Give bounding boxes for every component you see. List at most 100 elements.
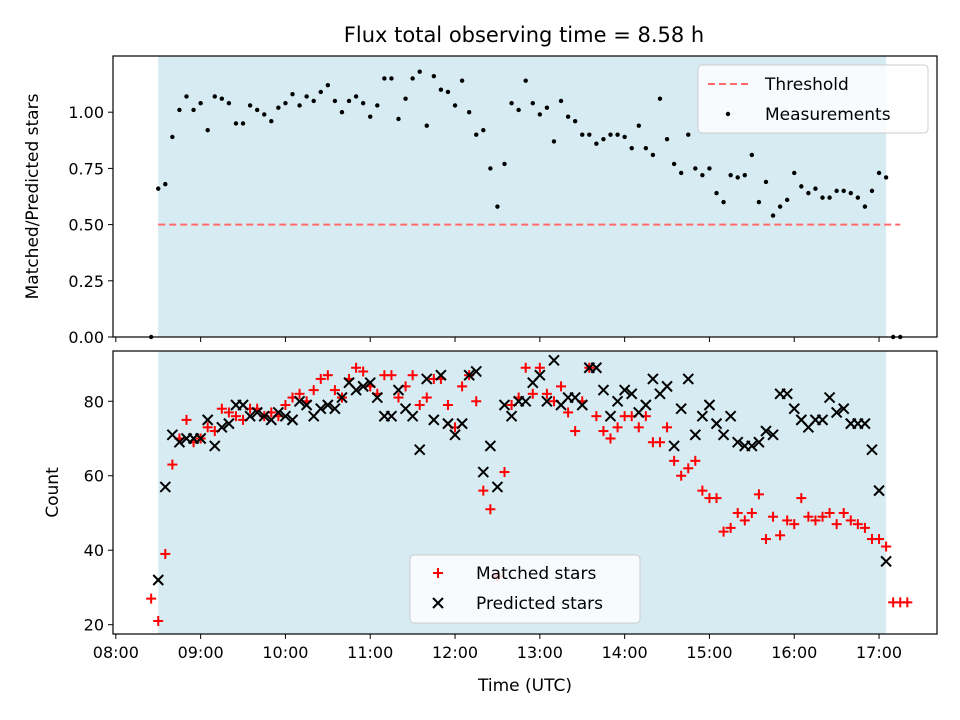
top-y-tick-label: 0.25: [68, 272, 104, 291]
predicted-star-point: [823, 391, 836, 404]
predicted-star-point: [237, 399, 249, 411]
matched-star-point: [690, 455, 701, 466]
measurement-point: [721, 199, 726, 205]
predicted-star-point: [357, 380, 369, 393]
predicted-star-point-b: [604, 410, 617, 422]
predicted-star-point-b: [201, 414, 214, 426]
measurement-point: [622, 134, 627, 140]
measurement-point: [495, 204, 500, 209]
matched-star-point: [852, 519, 863, 530]
predicted-star-point: [838, 403, 850, 415]
predicted-star-point: [534, 369, 546, 381]
predicted-star-point-b: [732, 436, 744, 448]
measurement-point: [572, 118, 578, 124]
predicted-star-point: [541, 395, 553, 407]
predicted-star-point-b: [421, 373, 433, 385]
matched-star-point: [322, 370, 333, 381]
predicted-star-point-b: [611, 395, 624, 407]
matched-star-point: [683, 463, 694, 474]
predicted-star-point: [385, 410, 398, 422]
measurement-point: [452, 103, 458, 108]
measurement-point: [834, 188, 839, 194]
measurement-point: [820, 195, 825, 200]
predicted-star-point-b: [392, 384, 405, 396]
matched-star-point: [527, 388, 538, 399]
matched-star-point: [591, 411, 602, 422]
measurement-point: [615, 132, 620, 137]
measurement-point: [544, 105, 550, 110]
measurement-point: [368, 114, 373, 119]
predicted-star-point-b: [795, 414, 808, 426]
predicted-star-point-b: [286, 414, 299, 426]
predicted-star-point-b: [244, 410, 256, 422]
predicted-star-point: [604, 410, 617, 422]
predicted-star-point-b: [675, 403, 687, 415]
matched-star-point: [570, 426, 581, 437]
measurement-point: [219, 96, 225, 101]
matched-star-point: [146, 593, 157, 604]
predicted-star-point-b: [717, 429, 730, 441]
measurement-point: [410, 76, 415, 81]
measurement-point: [382, 76, 387, 81]
measurement-point: [678, 170, 684, 176]
predicted-star-point: [576, 399, 588, 411]
matched-star-point: [676, 470, 687, 481]
predicted-star-point: [244, 410, 256, 422]
predicted-star-point-b: [435, 369, 447, 381]
measurement-point: [276, 105, 281, 110]
predicted-star-point-b: [838, 403, 850, 415]
measurement-point: [226, 101, 232, 106]
predicted-star-point: [406, 410, 419, 422]
predicted-star-point: [201, 414, 214, 426]
predicted-star-point-b: [696, 410, 709, 422]
legend-predicted-swatch: [432, 597, 444, 609]
measurement-point: [565, 114, 571, 119]
predicted-star-point: [223, 417, 235, 430]
predicted-star-point-b: [682, 373, 694, 385]
top-y-ticks: 0.00 0.25 0.50 0.75 1.00: [68, 103, 113, 347]
top-legend: Threshold Measurements: [697, 64, 929, 134]
predicted-star-point: [640, 399, 652, 411]
predicted-star-point-b: [823, 391, 836, 404]
top-marks: [148, 69, 903, 340]
measurement-point: [671, 161, 677, 167]
predicted-star-point-b: [449, 429, 461, 441]
measurement-point: [509, 101, 514, 106]
predicted-star-point-b: [590, 362, 603, 374]
matched-star-point: [633, 422, 644, 433]
measurement-point: [170, 134, 175, 140]
matched-star-point: [859, 522, 870, 533]
predicted-star-point: [279, 410, 292, 422]
matched-star-point: [216, 403, 227, 414]
top-y-tick-label: 0.00: [68, 328, 104, 347]
matched-star-point: [874, 534, 885, 545]
bottom-legend-box: [409, 554, 641, 624]
predicted-star-point: [322, 399, 334, 411]
matched-star-point: [711, 493, 722, 504]
matched-star-point: [534, 362, 545, 373]
top-y-tick-label: 1.00: [68, 103, 104, 122]
bottom-panel: 20 40 60 80 08:00 09:00 10:00 11:00 12:00 13:00 1…: [43, 350, 938, 696]
top-legend-box: [697, 64, 929, 134]
predicted-star-point-b: [343, 376, 355, 389]
matched-star-point: [358, 366, 369, 377]
matched-star-point: [329, 385, 340, 396]
predicted-star-point-b: [152, 574, 164, 586]
predicted-star-point-b: [710, 417, 723, 430]
matched-star-point: [775, 530, 786, 541]
predicted-star-point-b: [689, 429, 702, 441]
measurement-point: [883, 175, 889, 180]
predicted-star-point: [830, 406, 843, 419]
predicted-star-point: [336, 391, 348, 404]
measurement-point: [184, 94, 189, 99]
measurement-point: [629, 145, 634, 151]
predicted-star-point: [428, 414, 440, 426]
measurement-point: [191, 107, 196, 113]
matched-star-point: [153, 615, 164, 626]
predicted-star-point: [371, 391, 384, 404]
measurement-point: [177, 107, 182, 113]
predicted-star-point-b: [300, 399, 313, 411]
measurement-point: [438, 87, 444, 92]
predicted-star-point-b: [760, 425, 772, 437]
